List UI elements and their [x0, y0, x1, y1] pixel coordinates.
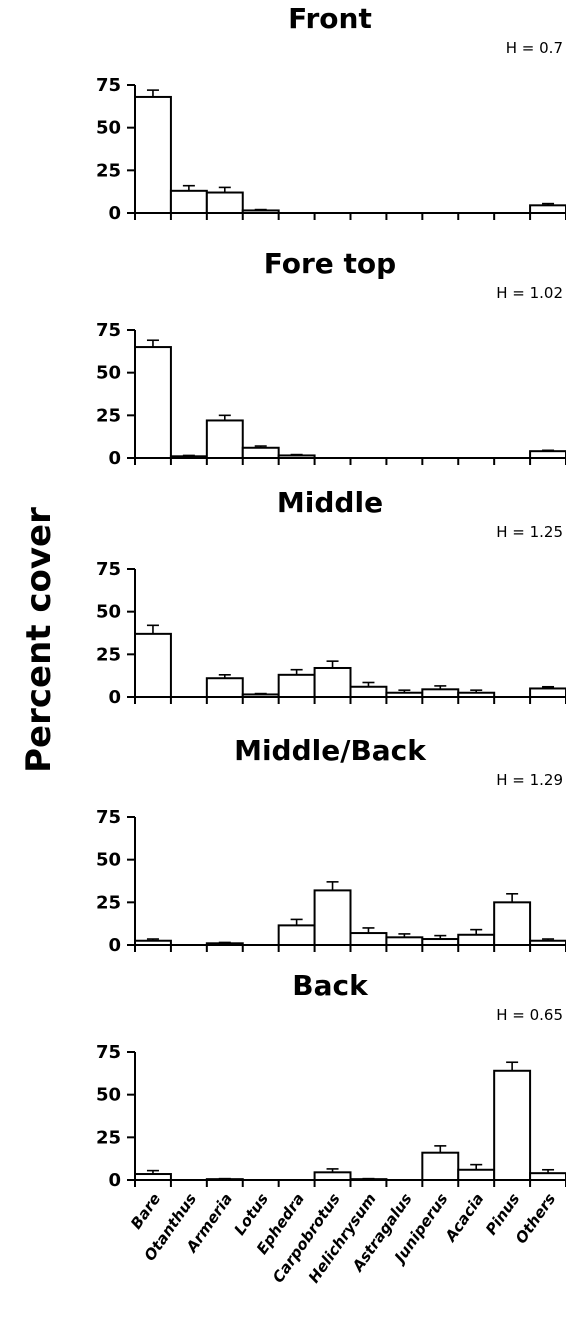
bar-astragalus [385, 936, 424, 947]
y-tick-label: 0 [108, 687, 121, 708]
y-tick-label: 50 [96, 118, 121, 139]
bar-armeria [205, 677, 244, 699]
bar-pinus [493, 1069, 532, 1181]
panel-title: Middle [277, 486, 383, 519]
bar-carpobrotus [313, 1171, 352, 1181]
bar-others [529, 939, 566, 947]
y-tick-label: 50 [96, 602, 121, 623]
bar-otanthus [169, 189, 208, 215]
bar-bare [134, 346, 172, 460]
bar-bare [134, 95, 172, 214]
y-tick-label: 25 [96, 405, 121, 426]
y-tick-label: 25 [96, 1127, 121, 1148]
bar-lotus [241, 446, 280, 460]
y-tick-label: 25 [96, 160, 121, 181]
bar-carpobrotus [313, 889, 352, 946]
panels-group: Front H = 0.7 0 25 50 75 Fore top H = 1.02 0 25 50… [96, 2, 566, 1191]
panel-title: Middle/Back [234, 734, 427, 767]
bar-others [529, 687, 566, 699]
bar-lotus [241, 693, 280, 699]
bar-acacia [457, 691, 496, 699]
y-tick-label: 75 [96, 320, 121, 341]
bar-others [529, 450, 566, 460]
panel-4: Back H = 0.65 0 25 50 75 [96, 969, 566, 1191]
bar-carpobrotus [313, 666, 352, 699]
bar-ephedra [277, 673, 316, 699]
y-tick-label: 25 [96, 644, 121, 665]
bar-ephedra [277, 924, 316, 947]
y-tick-label: 0 [108, 203, 121, 224]
y-tick-label: 75 [96, 1042, 121, 1063]
y-tick-label: 50 [96, 850, 121, 871]
bar-astragalus [385, 691, 424, 699]
panel-1: Fore top H = 1.02 0 25 50 75 [96, 247, 566, 469]
bar-juniperus [421, 1151, 460, 1182]
y-tick-label: 25 [96, 892, 121, 913]
diversity-index-label: H = 1.25 [496, 523, 563, 541]
bar-juniperus [421, 938, 460, 947]
bar-ephedra [277, 454, 316, 460]
bar-armeria [205, 419, 244, 460]
diversity-index-label: H = 0.65 [496, 1006, 563, 1024]
category-labels: BareOtanthusArmeriaLotusEphedraCarpobrot… [127, 1190, 559, 1286]
bar-acacia [457, 933, 496, 947]
bar-others [529, 1172, 566, 1182]
diversity-index-label: H = 0.7 [506, 39, 563, 57]
y-tick-label: 50 [96, 1085, 121, 1106]
bar-lotus [241, 209, 280, 215]
bar-armeria [205, 942, 244, 947]
y-tick-label: 0 [108, 935, 121, 956]
bar-juniperus [421, 688, 460, 699]
bar-helichrysum [349, 932, 388, 947]
bar-bare [134, 1173, 172, 1181]
y-tick-label: 0 [108, 448, 121, 469]
bar-otanthus [169, 455, 208, 460]
bar-acacia [457, 1168, 496, 1182]
y-tick-label: 75 [96, 559, 121, 580]
bar-armeria [205, 191, 244, 215]
bar-pinus [493, 901, 532, 946]
bar-bare [134, 632, 172, 698]
panel-title: Back [292, 969, 369, 1002]
diversity-index-label: H = 1.02 [496, 284, 563, 302]
panel-title: Fore top [264, 247, 396, 280]
bar-bare [134, 939, 172, 947]
category-label: Bare [127, 1190, 164, 1232]
panel-2: Middle H = 1.25 0 25 50 75 [96, 486, 566, 708]
y-axis-label: Percent cover [19, 507, 59, 773]
y-tick-label: 75 [96, 807, 121, 828]
panel-title: Front [288, 2, 372, 35]
panel-0: Front H = 0.7 0 25 50 75 [96, 2, 566, 224]
y-tick-label: 75 [96, 75, 121, 96]
bar-helichrysum [349, 685, 388, 699]
y-tick-label: 50 [96, 363, 121, 384]
panel-3: Middle/Back H = 1.29 0 25 50 75 [96, 734, 566, 956]
bar-others [529, 204, 566, 215]
y-tick-label: 0 [108, 1170, 121, 1191]
diversity-index-label: H = 1.29 [496, 771, 563, 789]
